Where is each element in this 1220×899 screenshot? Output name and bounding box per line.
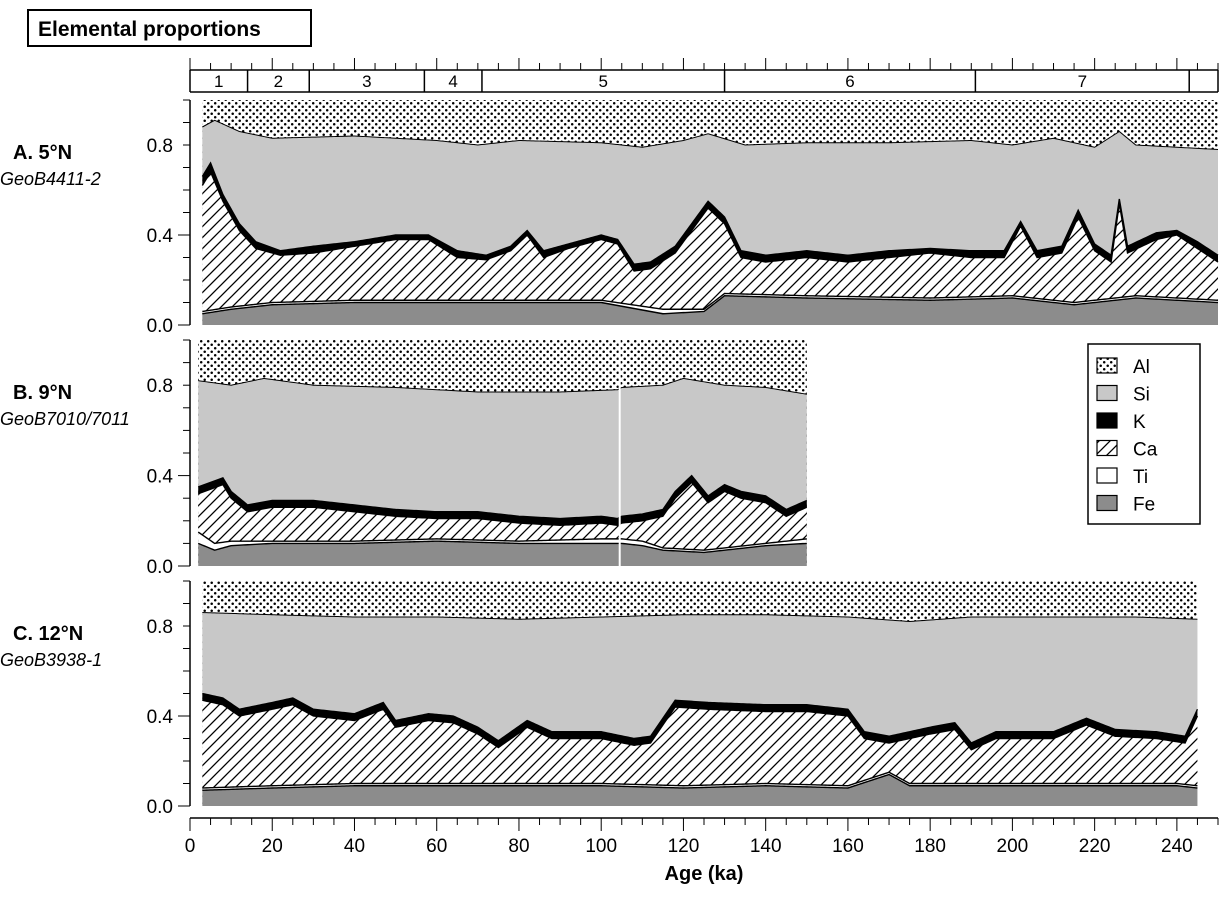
legend-label-ca: Ca	[1133, 440, 1158, 461]
area-si	[202, 120, 1218, 265]
area-fe	[198, 541, 807, 566]
area-fe	[202, 774, 1198, 806]
panel-title: C. 12°N	[13, 623, 83, 645]
x-axis: 0 20 40 60 80 100 120 140 160 180 200 220 240	[185, 817, 1219, 857]
x-tick-label: 80	[508, 836, 529, 857]
legend: Al Si K Ca Ti Fe	[1087, 343, 1201, 525]
area-ca	[202, 700, 1198, 788]
boundary-ti	[202, 292, 1219, 313]
y-tick-label: 0.4	[147, 707, 174, 728]
panel-2: 0.0 0.4 0.8 B. 9°N GeoB7010/7011	[0, 339, 808, 578]
area-k	[198, 475, 807, 526]
boundary-fe	[197, 540, 807, 554]
x-tick-label: 220	[1079, 836, 1111, 857]
panel-core: GeoB3938-1	[0, 650, 102, 670]
boundary-k	[197, 474, 808, 520]
mis-stage-label: 7	[1078, 72, 1087, 91]
panel-1: 0.0 0.4 0.8 A. 5°N GeoB4411-2	[0, 99, 1219, 337]
x-tick-label: 140	[750, 836, 782, 857]
x-tick-label: 160	[832, 836, 864, 857]
boundary-fe	[202, 773, 1198, 791]
boundary-si	[202, 119, 1219, 150]
y-tick-label: 0.8	[147, 617, 173, 638]
x-tick-label: 20	[262, 836, 283, 857]
legend-box	[1087, 343, 1201, 525]
figure-title: Elemental proportions	[38, 18, 261, 41]
x-tick-label: 180	[914, 836, 946, 857]
area-si	[202, 612, 1198, 743]
legend-swatch-ca	[1096, 439, 1118, 457]
x-tick-label: 240	[1161, 836, 1193, 857]
boundary-ca	[202, 699, 1199, 751]
y-tick-label: 0.8	[147, 136, 173, 157]
legend-label-fe: Fe	[1133, 495, 1155, 516]
boundary-ca	[197, 481, 808, 527]
boundary-fe	[202, 295, 1219, 315]
area-ca	[198, 482, 807, 551]
boundary-k	[201, 161, 1219, 266]
boundary-si	[202, 612, 1198, 623]
y-tick-label: 0.0	[147, 557, 173, 578]
x-tick-label: 40	[344, 836, 365, 857]
y-tick-label: 0.4	[147, 226, 174, 247]
legend-label-si: Si	[1133, 385, 1150, 406]
mis-stage-label: 2	[274, 72, 283, 91]
panel-title: A. 5°N	[13, 142, 72, 164]
legend-swatch-al	[1096, 357, 1118, 374]
area-ca	[202, 172, 1218, 312]
legend-swatch-fe	[1096, 494, 1118, 512]
legend-label-al: Al	[1133, 357, 1150, 378]
panels: 0.0 0.4 0.8 A. 5°N GeoB4411-2 0.0 0.4 0.8 B. 9°N…	[0, 99, 1219, 818]
y-tick-label: 0.4	[147, 467, 174, 488]
legend-swatch-ti	[1096, 467, 1118, 484]
x-tick-label: 200	[997, 836, 1029, 857]
mis-stage-label: 3	[362, 72, 371, 91]
panel-core: GeoB4411-2	[0, 169, 101, 189]
area-si	[198, 378, 807, 519]
x-axis-label: Age (ka)	[665, 863, 744, 885]
x-tick-label: 60	[426, 836, 447, 857]
boundary-si	[198, 377, 807, 395]
figure-title-box	[27, 9, 312, 47]
mis-stage-label: 1	[214, 72, 223, 91]
legend-label-ti: Ti	[1133, 467, 1148, 488]
mis-stage-bar: 1 2 3 4 5 6 7	[189, 58, 1219, 93]
boundary-ti	[202, 771, 1198, 789]
panel-title: B. 9°N	[13, 382, 72, 404]
mis-stage-label: 5	[599, 72, 608, 91]
panel-core: GeoB7010/7011	[0, 409, 130, 429]
panel-3: 0.0 0.4 0.8 C. 12°N GeoB3938-1	[0, 580, 1199, 818]
legend-label-k: K	[1133, 412, 1146, 433]
x-tick-label: 100	[585, 836, 617, 857]
y-tick-label: 0.8	[147, 376, 173, 397]
legend-swatch-si	[1096, 384, 1118, 402]
legend-swatch-k	[1096, 412, 1118, 429]
x-tick-label: 0	[185, 836, 196, 857]
y-tick-label: 0.0	[147, 797, 173, 818]
boundary-ca	[201, 170, 1219, 272]
x-tick-label: 120	[668, 836, 700, 857]
area-ti	[202, 293, 1218, 314]
mis-stage-label: 4	[448, 72, 457, 91]
area-k	[202, 693, 1198, 750]
y-tick-label: 0.0	[147, 316, 173, 337]
boundary-k	[202, 692, 1199, 744]
mis-stage-label: 6	[845, 72, 854, 91]
boundary-ti	[197, 531, 807, 551]
